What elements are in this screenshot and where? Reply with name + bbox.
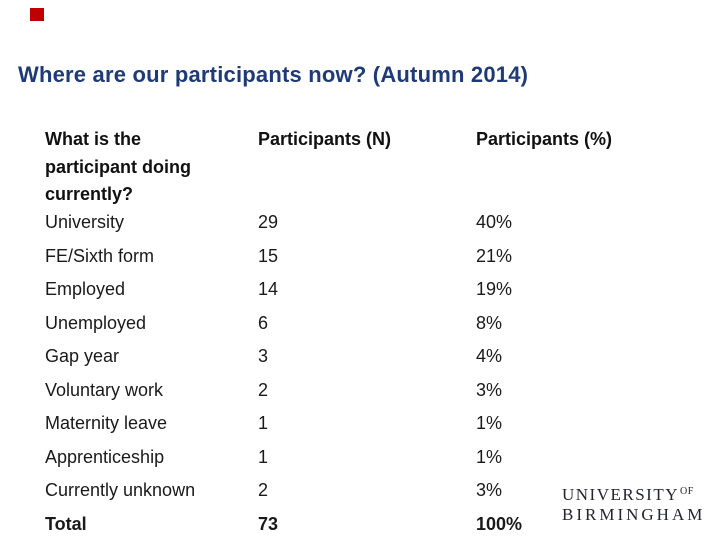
red-corner-mark — [30, 8, 44, 21]
row-label: Apprenticeship — [45, 446, 165, 467]
row-pct: 4% — [476, 346, 503, 367]
page-title: Where are our participants now? (Autumn … — [18, 62, 529, 87]
row-n: 1 — [258, 413, 269, 434]
row-n: 14 — [258, 279, 279, 300]
participants-table: What is the participant doing currently?… — [45, 126, 645, 540]
row-pct: 3% — [476, 379, 503, 400]
row-n: 15 — [258, 245, 279, 266]
row-pct: 1% — [476, 446, 503, 467]
row-n: 2 — [258, 379, 269, 400]
row-n: 1 — [258, 446, 269, 467]
row-n: 73 — [258, 513, 279, 534]
row-pct: 100% — [476, 513, 523, 534]
row-pct: 40% — [476, 212, 513, 232]
row-n: 29 — [258, 212, 279, 232]
table-row: Voluntary work 2 3% — [45, 379, 645, 413]
row-label: Gap year — [45, 346, 120, 367]
university-of-birmingham-logo: UNIVERSITYOF BIRMINGHAM — [562, 482, 705, 525]
row-label: Employed — [45, 279, 126, 300]
table-row: Gap year 3 4% — [45, 345, 645, 379]
table-row: FE/Sixth form 15 21% — [45, 245, 645, 279]
table-row: Apprenticeship 1 1% — [45, 446, 645, 480]
row-label: FE/Sixth form — [45, 245, 155, 266]
header-participants-pct: Participants (%) — [476, 129, 613, 149]
logo-of-text: OF — [680, 486, 694, 497]
header-participants-n: Participants (N) — [258, 129, 392, 149]
row-label: University — [45, 212, 125, 232]
row-pct: 3% — [476, 480, 503, 501]
header-question: What is the participant doing currently? — [45, 126, 258, 211]
table-header-row: What is the participant doing currently?… — [45, 126, 645, 211]
table-row: Maternity leave 1 1% — [45, 412, 645, 446]
table-row: Currently unknown 2 3% — [45, 479, 645, 513]
header-question-text: What is the participant doing currently? — [45, 129, 191, 204]
logo-line1: UNIVERSITYOF — [562, 482, 705, 505]
row-label: Currently unknown — [45, 480, 196, 501]
row-pct: 21% — [476, 245, 513, 266]
row-label: Maternity leave — [45, 413, 168, 434]
row-n: 2 — [258, 480, 269, 501]
logo-university-text: UNIVERSITY — [562, 485, 679, 504]
row-label: Voluntary work — [45, 379, 164, 400]
row-n: 3 — [258, 346, 269, 367]
row-label: Total — [45, 513, 87, 534]
logo-birmingham-text: BIRMINGHAM — [562, 505, 706, 524]
table-row: Unemployed 6 8% — [45, 312, 645, 346]
table-row-total: Total 73 100% — [45, 513, 645, 540]
table-row: University 29 40% — [45, 211, 645, 245]
row-n: 6 — [258, 312, 269, 333]
row-pct: 1% — [476, 413, 503, 434]
row-pct: 19% — [476, 279, 513, 300]
row-pct: 8% — [476, 312, 503, 333]
row-label: Unemployed — [45, 312, 147, 333]
table-row: Employed 14 19% — [45, 278, 645, 312]
